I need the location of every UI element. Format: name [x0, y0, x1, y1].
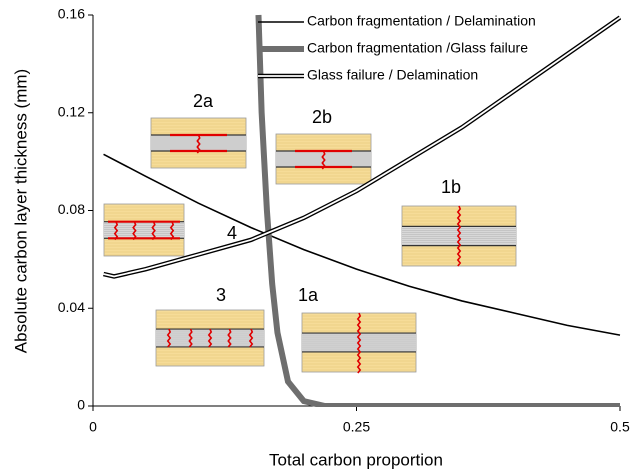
inset-carbon — [402, 226, 516, 246]
x-axis-label: Total carbon proportion — [269, 450, 443, 469]
y-tick-label: 0.16 — [58, 6, 85, 22]
inset-figure — [275, 133, 372, 185]
annotation: 2b — [312, 107, 332, 127]
inset-crack — [456, 205, 462, 267]
inset-carbon — [156, 329, 264, 347]
y-tick-label: 0 — [77, 397, 85, 413]
inset-crack — [113, 221, 119, 241]
inset-crack — [132, 221, 137, 241]
legend-label: Carbon fragmentation / Delamination — [307, 13, 536, 29]
inset-crack — [248, 328, 254, 348]
series-line — [255, 14, 620, 407]
inset-crack — [188, 328, 193, 348]
inset-crack — [169, 221, 175, 241]
legend-label: Carbon fragmentation /Glass failure — [307, 40, 528, 56]
inset-crack — [166, 328, 172, 348]
inset-crack — [196, 134, 201, 154]
inset-crack — [356, 312, 362, 374]
y-axis-label: Absolute carbon layer thickness (mm) — [11, 69, 30, 353]
inset-crack — [227, 328, 232, 348]
x-tick-label: 0.5 — [610, 419, 630, 435]
inset-figure — [401, 205, 517, 267]
x-tick-label: 0 — [89, 419, 97, 435]
legend-label: Glass failure / Delamination — [307, 67, 478, 83]
x-tick-label: 0.25 — [343, 419, 370, 435]
inset-figure — [103, 203, 185, 257]
annotation: 2a — [193, 91, 214, 111]
inset-figure — [301, 312, 417, 374]
y-tick-label: 0.04 — [58, 299, 85, 315]
y-tick-label: 0.08 — [58, 201, 85, 217]
annotation: 1a — [298, 285, 319, 305]
inset-crack — [321, 150, 326, 170]
annotation: 1b — [441, 177, 461, 197]
annotation: 4 — [227, 223, 237, 243]
y-tick-label: 0.12 — [58, 103, 85, 119]
series-line — [103, 153, 621, 336]
annotation: 3 — [216, 285, 226, 305]
inset-figure — [155, 309, 265, 367]
inset-figure — [150, 117, 247, 169]
inset-crack — [151, 221, 156, 241]
series-line-inner — [103, 16, 621, 278]
inset-crack — [207, 328, 213, 348]
